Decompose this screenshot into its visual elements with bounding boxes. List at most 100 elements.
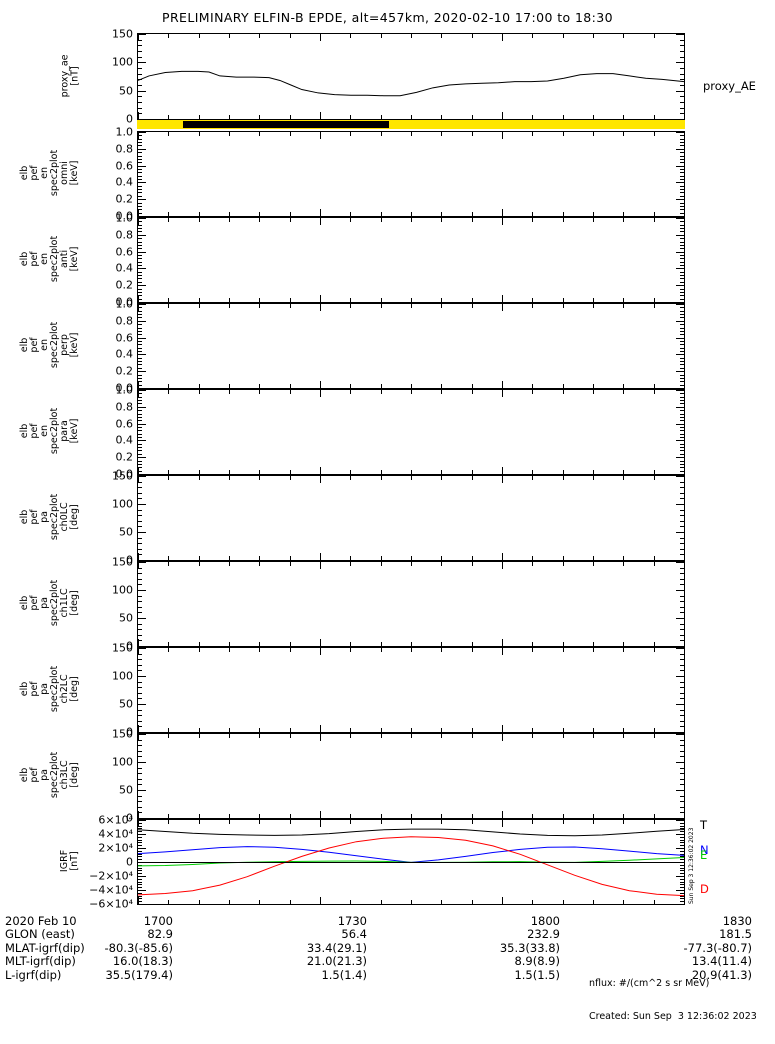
ylabel-line-igrf: [nT] — [69, 851, 81, 871]
ytick-label-pa-ch2lc: 150 — [112, 641, 133, 655]
igrf-legend-E: E — [700, 848, 708, 862]
created-note: Created: Sun Sep 3 12:36:02 2023 — [589, 1011, 757, 1022]
panel-pa-ch0lc — [137, 475, 685, 561]
panel-canvas-igrf — [137, 820, 685, 905]
trace-T — [137, 828, 685, 837]
panel-canvas-en-anti — [138, 218, 685, 303]
panel-canvas-pa-ch3lc — [138, 734, 685, 819]
igrf-legend-T: T — [700, 818, 708, 832]
ytick-label-en-perp: 0.2 — [115, 364, 134, 378]
bottom-cell-time: 1700 — [143, 914, 173, 928]
ytick-label-en-omni: 0.2 — [115, 192, 134, 206]
colorbar-black-segment — [183, 121, 389, 128]
ytick-label-igrf: 0 — [126, 855, 133, 869]
ytick-label-en-perp: 0.4 — [115, 347, 134, 361]
colorbar-strip — [137, 120, 685, 129]
ytick-label-pa-ch2lc: 0 — [126, 725, 133, 739]
bottom-cell-l: 20.9(41.3) — [691, 967, 752, 982]
ytick-label-pa-ch1lc: 0 — [126, 639, 133, 653]
panel-pa-ch1lc — [137, 561, 685, 647]
ytick-label-en-para: 0.4 — [115, 433, 134, 447]
igrf-legend-N: N — [700, 843, 709, 857]
ytick-label-pa-ch1lc: 150 — [112, 555, 133, 569]
ytick-label-en-omni: 0.8 — [115, 142, 134, 156]
ytick-label-pa-ch3lc: 150 — [112, 727, 133, 741]
bottom-cell-time: 1730 — [337, 914, 367, 928]
panel-canvas-pa-ch0lc — [138, 476, 685, 561]
igrf-legend-D: D — [700, 882, 709, 896]
panel-en-omni — [137, 131, 685, 217]
bottom-cell-mlat: 35.3(33.8) — [499, 940, 560, 955]
ytick-label-igrf: −2×10⁴ — [89, 869, 133, 883]
panel-canvas-en-omni — [138, 132, 685, 217]
trace-proxy_AE — [137, 70, 685, 97]
ytick-label-en-perp: 0.6 — [115, 331, 134, 345]
panel-canvas-proxy-ae — [137, 34, 685, 120]
bottom-cell-l: 1.5(1.5) — [514, 967, 560, 982]
bottom-cell-mlat: 33.4(29.1) — [306, 940, 367, 955]
ytick-label-en-anti: 0.2 — [115, 278, 134, 292]
ytick-label-en-para: 0.8 — [115, 400, 134, 414]
ytick-label-igrf: −4×10⁴ — [89, 883, 133, 897]
panel-en-perp — [137, 303, 685, 389]
ytick-label-en-perp: 1.0 — [115, 297, 134, 311]
plot-root: PRELIMINARY ELFIN-B EPDE, alt=457km, 202… — [5, 10, 757, 1022]
ytick-label-pa-ch3lc: 0 — [126, 811, 133, 825]
ytick-label-pa-ch2lc: 50 — [119, 697, 133, 711]
ytick-label-en-anti: 0.4 — [115, 261, 134, 275]
bottom-cell-glon: 181.5 — [719, 927, 752, 942]
bottom-cell-l: 35.5(179.4) — [105, 967, 173, 982]
bottom-row-label: L-igrf(dip) — [5, 967, 62, 982]
ytick-label-pa-ch1lc: 50 — [119, 611, 133, 625]
ytick-label-pa-ch0lc: 100 — [112, 497, 133, 511]
panel-pa-ch2lc — [137, 647, 685, 733]
bottom-cell-mlat: -77.3(-80.7) — [683, 940, 752, 955]
bottom-cell-glon: 232.9 — [527, 927, 560, 942]
panel-canvas-en-perp — [138, 304, 685, 389]
bottom-row-label: 2020 Feb 10 — [5, 914, 77, 928]
ytick-label-proxy-ae: 100 — [112, 55, 133, 69]
panel-canvas-en-para — [138, 390, 685, 475]
bottom-row-label: MLT-igrf(dip) — [5, 954, 76, 969]
ytick-label-pa-ch3lc: 100 — [112, 755, 133, 769]
panel-canvas-pa-ch2lc — [138, 648, 685, 733]
ytick-label-igrf: 2×10⁴ — [98, 841, 133, 855]
ytick-label-en-anti: 0.8 — [115, 228, 134, 242]
legend-proxy-ae: proxy_AE — [703, 79, 756, 93]
ytick-label-pa-ch0lc: 150 — [112, 469, 133, 483]
ytick-label-en-para: 0.0 — [115, 467, 134, 481]
ytick-label-en-perp: 0.8 — [115, 314, 134, 328]
ytick-label-en-anti: 0.6 — [115, 245, 134, 259]
ytick-label-en-anti: 0.0 — [115, 295, 134, 309]
bottom-cell-mlat: -80.3(-85.6) — [104, 940, 173, 955]
units-note: nflux: #/(cm^2 s sr MeV) — [589, 978, 710, 989]
ytick-col-proxy-ae — [80, 33, 132, 120]
bottom-cell-mlt: 8.9(8.9) — [514, 954, 560, 969]
bottom-row-label: GLON (east) — [5, 927, 75, 942]
ytick-label-pa-ch0lc: 50 — [119, 525, 133, 539]
ytick-label-en-perp: 0.0 — [115, 381, 134, 395]
trace-E — [137, 856, 685, 867]
ytick-label-pa-ch2lc: 100 — [112, 669, 133, 683]
panel-pa-ch3lc — [137, 733, 685, 819]
ytick-label-en-para: 0.2 — [115, 450, 134, 464]
ytick-label-pa-ch1lc: 100 — [112, 583, 133, 597]
bottom-cell-time: 1800 — [530, 914, 560, 928]
ytick-label-proxy-ae: 50 — [119, 84, 133, 98]
credit-block: nflux: #/(cm^2 s sr MeV) Created: Sun Se… — [589, 956, 757, 1044]
ytick-label-en-omni: 0.6 — [115, 159, 134, 173]
ytick-label-igrf: 6×10⁴ — [98, 813, 133, 827]
bottom-row-label: MLAT-igrf(dip) — [5, 940, 85, 955]
ytick-label-en-para: 1.0 — [115, 383, 134, 397]
ytick-label-igrf: −6×10⁴ — [89, 897, 133, 911]
bottom-cell-glon: 56.4 — [341, 927, 367, 942]
bottom-cell-mlt: 16.0(18.3) — [112, 954, 173, 969]
trace-N — [137, 846, 685, 863]
bottom-cell-time: 1830 — [722, 914, 752, 928]
bottom-cell-mlt: 13.4(11.4) — [691, 954, 752, 969]
page-title: PRELIMINARY ELFIN-B EPDE, alt=457km, 202… — [162, 10, 613, 25]
ytick-label-en-anti: 1.0 — [115, 211, 134, 225]
ytick-label-en-omni: 0.4 — [115, 175, 134, 189]
vertical-timestamp: Sun Sep 3 12:36:02 2023 — [688, 827, 695, 904]
ytick-label-pa-ch0lc: 0 — [126, 553, 133, 567]
